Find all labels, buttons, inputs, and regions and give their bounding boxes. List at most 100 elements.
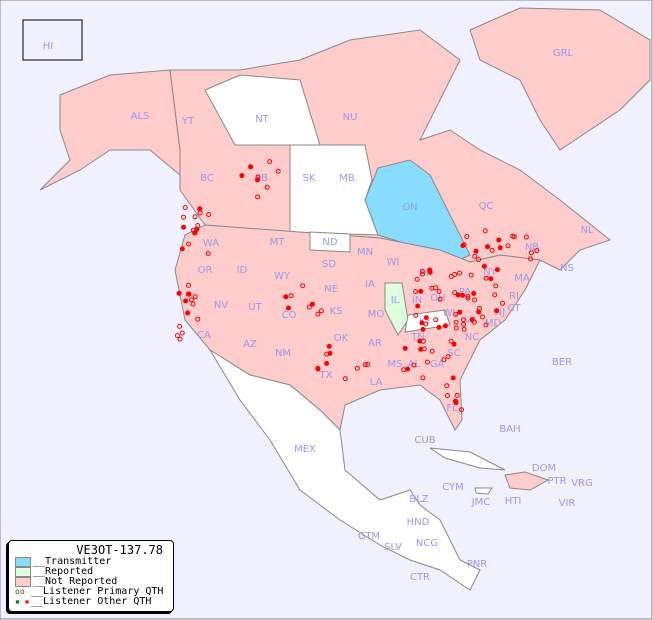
listener-marker (427, 267, 433, 273)
listener-marker (497, 245, 503, 251)
listener-marker (300, 283, 306, 289)
listener-marker (264, 184, 270, 190)
legend-not-reported: __Not Reported (9, 577, 173, 587)
cuba (429, 447, 506, 471)
region-label-ms: MS (388, 359, 403, 370)
region-label-jmc: JMC (471, 497, 491, 508)
listener-marker (444, 383, 450, 389)
listener-marker (461, 326, 467, 332)
listener-marker (248, 164, 254, 170)
jamaica (474, 487, 493, 495)
listener-marker (472, 253, 478, 259)
mexico-central-america (209, 349, 481, 591)
region-label-ne: NE (324, 284, 338, 295)
region-label-cub: CUB (414, 435, 435, 446)
listener-marker (190, 301, 196, 307)
region-label-nm: NM (275, 348, 291, 359)
region-label-tn: TN (410, 332, 425, 343)
region-label-mt: MT (270, 237, 286, 248)
listener-marker (267, 159, 273, 165)
legend-label: __Not Reported (33, 576, 118, 587)
listener-marker (420, 271, 425, 277)
listener-marker (181, 224, 187, 230)
region-label-co: CO (282, 310, 297, 321)
listener-marker (206, 212, 212, 217)
north-dakota (309, 231, 351, 253)
listener-marker (177, 336, 183, 342)
listener-marker (523, 234, 529, 240)
region-label-qc: QC (479, 201, 494, 212)
listener-marker (402, 345, 408, 351)
region-label-nv: NV (214, 300, 228, 311)
listener-marker (450, 375, 456, 381)
listener-marker (436, 289, 442, 295)
region-label-sc: SC (447, 348, 460, 359)
listener-marker (442, 323, 448, 329)
listener-marker (464, 234, 470, 239)
listener-marker (324, 360, 330, 366)
listener-marker (177, 323, 183, 329)
region-label-bc: BC (200, 173, 214, 184)
listener-marker (433, 317, 439, 323)
legend-label: __Listener Other QTH (31, 596, 152, 607)
listener-marker (405, 366, 411, 372)
listener-marker (460, 317, 466, 323)
listener-marker (457, 309, 463, 315)
hispaniola (504, 471, 550, 491)
transmitter-swatch (15, 557, 31, 567)
listener-marker (437, 296, 443, 302)
listener-marker (529, 250, 534, 256)
region-label-blz: BLZ (409, 494, 428, 505)
listener-marker (354, 365, 360, 371)
listener-marker (459, 407, 464, 413)
listener-marker (488, 276, 494, 282)
listener-marker (315, 365, 321, 371)
region-label-ks: KS (330, 306, 343, 317)
listener-marker (183, 298, 189, 304)
listener-marker (436, 324, 442, 330)
legend-transmitter: __Transmitter (9, 557, 173, 567)
region-label-ptr: PTR (547, 476, 566, 487)
listener-marker (461, 321, 467, 327)
listener-marker (493, 283, 499, 289)
region-label-wa: WA (203, 238, 219, 249)
legend-label: __Transmitter (33, 556, 112, 567)
region-label-mi: MI (420, 268, 432, 279)
listener-marker (496, 237, 502, 243)
region-label-dom: DOM (532, 463, 556, 474)
listener-marker (195, 316, 201, 322)
region-label-ctr: CTR (410, 572, 430, 583)
circle-marker-icon: oo (15, 587, 25, 596)
listener-marker (342, 376, 348, 382)
listener-marker (472, 297, 478, 303)
listener-marker (451, 341, 457, 347)
listener-marker (327, 350, 333, 356)
listener-marker (445, 393, 450, 399)
listener-marker (419, 268, 425, 274)
legend-primary-qth: oo __Listener Primary QTH (9, 587, 173, 597)
listener-marker (460, 292, 465, 298)
region-label-vir: VIR (559, 498, 576, 509)
listener-marker (445, 354, 451, 359)
region-label-yt: YT (181, 116, 195, 127)
region-label-ok: OK (334, 333, 349, 344)
region-label-hti: HTI (505, 496, 522, 507)
legend-label: __Reported (33, 566, 94, 577)
region-label-ga: GA (430, 359, 445, 370)
listener-marker (483, 275, 489, 281)
region-label-pa: PA (459, 287, 471, 298)
region-label-grl: GRL (553, 48, 574, 59)
listener-marker (179, 330, 185, 336)
listener-marker (468, 272, 474, 278)
listener-marker (480, 314, 486, 320)
region-label-nd: ND (322, 237, 337, 248)
listener-marker (534, 248, 540, 254)
region-label-ber: BER (552, 357, 572, 368)
region-label-nu: NU (343, 112, 358, 123)
region-label-la: LA (370, 377, 383, 388)
legend-title: VE3OT-137.78 (76, 543, 163, 557)
listener-marker (283, 294, 289, 300)
region-label-or: OR (198, 265, 213, 276)
listener-marker (315, 311, 321, 317)
